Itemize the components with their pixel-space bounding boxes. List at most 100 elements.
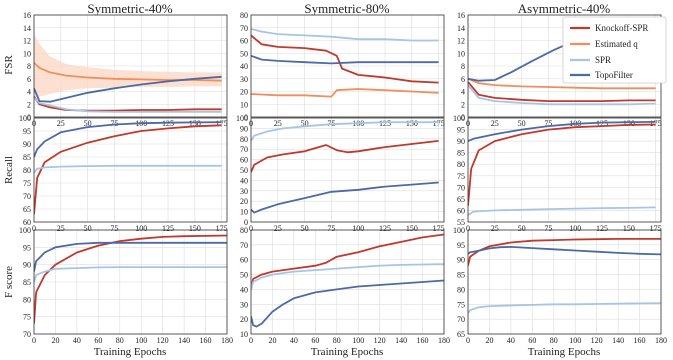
panel-r0-c1-ytick-0: 0 [244,113,248,122]
chart-panels: 0246810121416025507510012515017501020304… [19,11,667,345]
panel-r2-c2-xtick-60: 60 [528,336,536,345]
panel-r1-c0-line-spr [34,164,222,174]
panel-r2-c2-plot-area [468,238,661,314]
panel-r1-c1-ytick-60: 60 [240,156,248,165]
panel-r2-c1-xtick-40: 40 [290,336,298,345]
panel-r1-c2-xtick-0: 0 [466,224,470,233]
panel-r2-c0-xtick-60: 60 [94,336,102,345]
panel-r1-c1-frame [250,117,445,223]
panel-r0-c0-ytick-2: 2 [27,100,31,109]
panel-r2-c2-ytick-70: 70 [457,315,465,324]
panel-r0-c0-plot-area [34,34,222,113]
panel-r1-c1-ytick-100: 100 [236,114,248,123]
panel-r0-c1-ytick-50: 50 [240,49,248,58]
panel-r2-c0-line-topofilter [34,241,227,272]
panel-r2-c2-ytick-95: 95 [457,241,465,250]
x-axis-label-col2: Training Epochs [311,346,384,358]
panel-r2-c1-line-knockoff-spr [251,233,444,290]
panel-r2-c1-frame [250,229,445,335]
panel-r2-c1-line-topofilter [251,279,444,328]
panel-r1-c2-ytick-55: 55 [457,218,465,227]
panel-r0-c2-line-spr [468,84,656,106]
panel-r2-c1-ytick-60: 60 [240,256,248,265]
panel-r0-c2-plot-area [468,19,656,106]
panel-r1-c2-xtick-100: 100 [569,224,581,233]
panel-r1-c1-ytick-20: 20 [240,197,248,206]
panel-r2-c0-line-spr [34,266,227,283]
panel-r2-c0-xtick-180: 180 [221,336,233,345]
column-title-asymmetric-40: Asymmetric-40% [518,1,611,16]
panel-r1-c2-ytick-85: 85 [457,149,465,158]
panel-r2-c1-xtick-0: 0 [249,336,253,345]
panel-r0-c2-ytick-8: 8 [461,62,465,71]
panel-r0-c2-line-estimated-q [468,77,656,90]
panel-r2-c1-ytick-20: 20 [240,315,248,324]
panel-r2-c1-xtick-20: 20 [268,336,276,345]
panel-r2-c1-xtick-80: 80 [333,336,341,345]
panel-r2-c0-xtick-20: 20 [51,336,59,345]
panel-r2-c1-ytick-10: 10 [240,330,248,339]
panel-r2-c2-ytick-90: 90 [457,256,465,265]
legend-label-topofilter: TopoFilter [595,70,633,80]
panel-r1-c1-xtick-150: 150 [406,224,418,233]
panel-r0-c1-ytick-30: 30 [240,75,248,84]
legend-label-spr: SPR [595,55,611,65]
panel-r2-c0-xtick-100: 100 [135,336,147,345]
panel-r0-c1-line-topofilter [251,54,439,65]
panel-r1-c1-line-knockoff-spr [251,140,439,173]
panel-r2-c0-ytick-70: 70 [23,330,31,339]
panel-r0-c1-ytick-60: 60 [240,37,248,46]
legend-box [562,16,667,84]
panel-r2-c0-ytick-90: 90 [23,261,31,270]
panel-r1-c2-plot-area [468,121,656,216]
panel-r1-c1-ytick-30: 30 [240,187,248,196]
panel-r1-c2-ytick-100: 100 [453,114,465,123]
panel-r1-c1-line-topofilter [251,181,439,214]
panel-r1-c1-ytick-40: 40 [240,176,248,185]
panel-r0-c0-ytick-10: 10 [23,49,31,58]
panel-r0-c2-ytick-0: 0 [461,113,465,122]
panel-r0-c1-ytick-10: 10 [240,100,248,109]
panel-r0-c2-ytick-16: 16 [457,11,465,20]
panel-r2-c1-xtick-160: 160 [417,336,429,345]
panel-r1-c1-xtick-75: 75 [327,224,335,233]
panel-r1-c2-ytick-75: 75 [457,172,465,181]
column-title-symmetric-40: Symmetric-40% [87,1,172,16]
panel-r2-c2-xtick-180: 180 [655,336,667,345]
row-label-fsr: FSR [3,55,15,75]
panel-r2-c2-ytick-85: 85 [457,271,465,280]
panel-r1-c0-ytick-75: 75 [23,179,31,188]
panel-r1-c1-ytick-50: 50 [240,166,248,175]
panel-r1-c0-xtick-125: 125 [162,224,174,233]
x-axis-label-col3: Training Epochs [528,346,601,358]
panel-r1-c0-frame [33,117,228,223]
panel-r1-c0-xtick-0: 0 [32,224,36,233]
panel-r2-c0-xtick-0: 0 [32,336,36,345]
panel-r2-c2-xtick-100: 100 [569,336,581,345]
panel-r2-c0-xtick-80: 80 [116,336,124,345]
panel-r1-c2-frame [467,117,662,223]
panel-r0-c1-ytick-40: 40 [240,62,248,71]
panel-r0-c0-ytick-14: 14 [23,24,31,33]
panel-r1-c1-ytick-70: 70 [240,145,248,154]
panel-r1-c2-xtick-50: 50 [518,224,526,233]
panel-r2-c2-xtick-120: 120 [591,336,603,345]
panel-r1-c2-line-knockoff-spr [468,123,656,206]
panel-r2-c2-xtick-160: 160 [634,336,646,345]
panel-r0-c0-ytick-16: 16 [23,11,31,20]
panel-r1-c1-ytick-0: 0 [244,218,248,227]
panel-r2-c0-ytick-75: 75 [23,313,31,322]
panel-r2-c1-xtick-60: 60 [311,336,319,345]
panel-r1-c2-ytick-90: 90 [457,137,465,146]
panel-r1-c0-ytick-100: 100 [19,114,31,123]
legend: Knockoff-SPR Estimated q SPR TopoFilter [562,16,667,84]
panel-r1-c1-xtick-25: 25 [274,224,282,233]
panel-r2-c2-line-spr [468,302,661,314]
panel-r1-c0-ytick-60: 60 [23,218,31,227]
panel-r0-c0-ytick-8: 8 [27,62,31,71]
panel-r2-c0-ytick-85: 85 [23,278,31,287]
panel-r2-c2-xtick-0: 0 [466,336,470,345]
